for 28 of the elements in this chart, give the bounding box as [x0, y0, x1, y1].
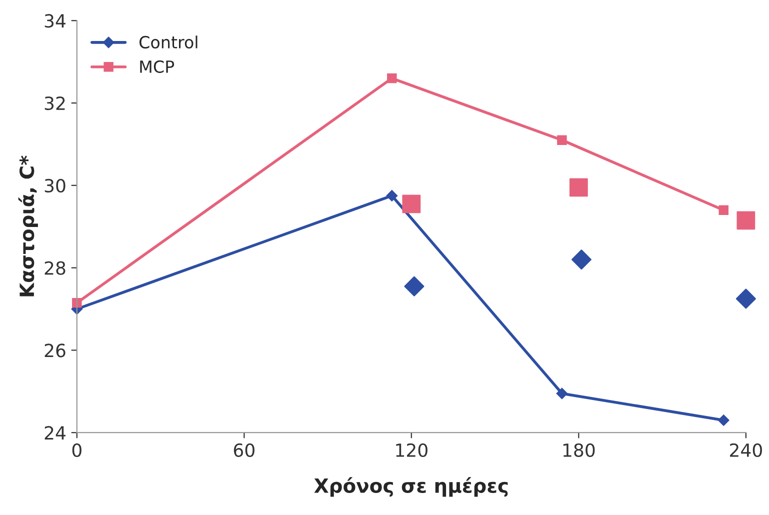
point	[557, 135, 567, 145]
point	[386, 190, 398, 202]
point	[556, 388, 568, 400]
point	[736, 288, 756, 309]
point	[387, 73, 397, 84]
y-tick-label: 26	[44, 344, 66, 358]
point	[718, 205, 728, 215]
x-tick-label: 60	[234, 443, 254, 457]
point	[402, 194, 421, 214]
x-axis-title: Χρόνος σε ημέρες	[314, 477, 508, 497]
x-tick-label: 180	[563, 443, 595, 457]
point	[736, 211, 756, 230]
point	[569, 178, 588, 197]
y-axis-title: Καστοριά, C*	[18, 156, 38, 296]
legend-label: Control	[140, 36, 198, 48]
point	[571, 250, 592, 270]
point	[404, 276, 424, 296]
y-tick-label: 28	[44, 261, 66, 275]
point	[718, 414, 730, 426]
x-tick-label: 240	[730, 443, 762, 457]
legend-label: MCP	[140, 60, 174, 73]
x-tick-label: 0	[72, 443, 82, 457]
point	[72, 298, 82, 308]
x-tick-label: 120	[396, 443, 428, 457]
y-tick-label: 34	[44, 14, 66, 28]
y-tick-label: 24	[44, 426, 66, 440]
y-tick-label: 32	[44, 96, 65, 110]
y-tick-label: 30	[44, 178, 66, 193]
